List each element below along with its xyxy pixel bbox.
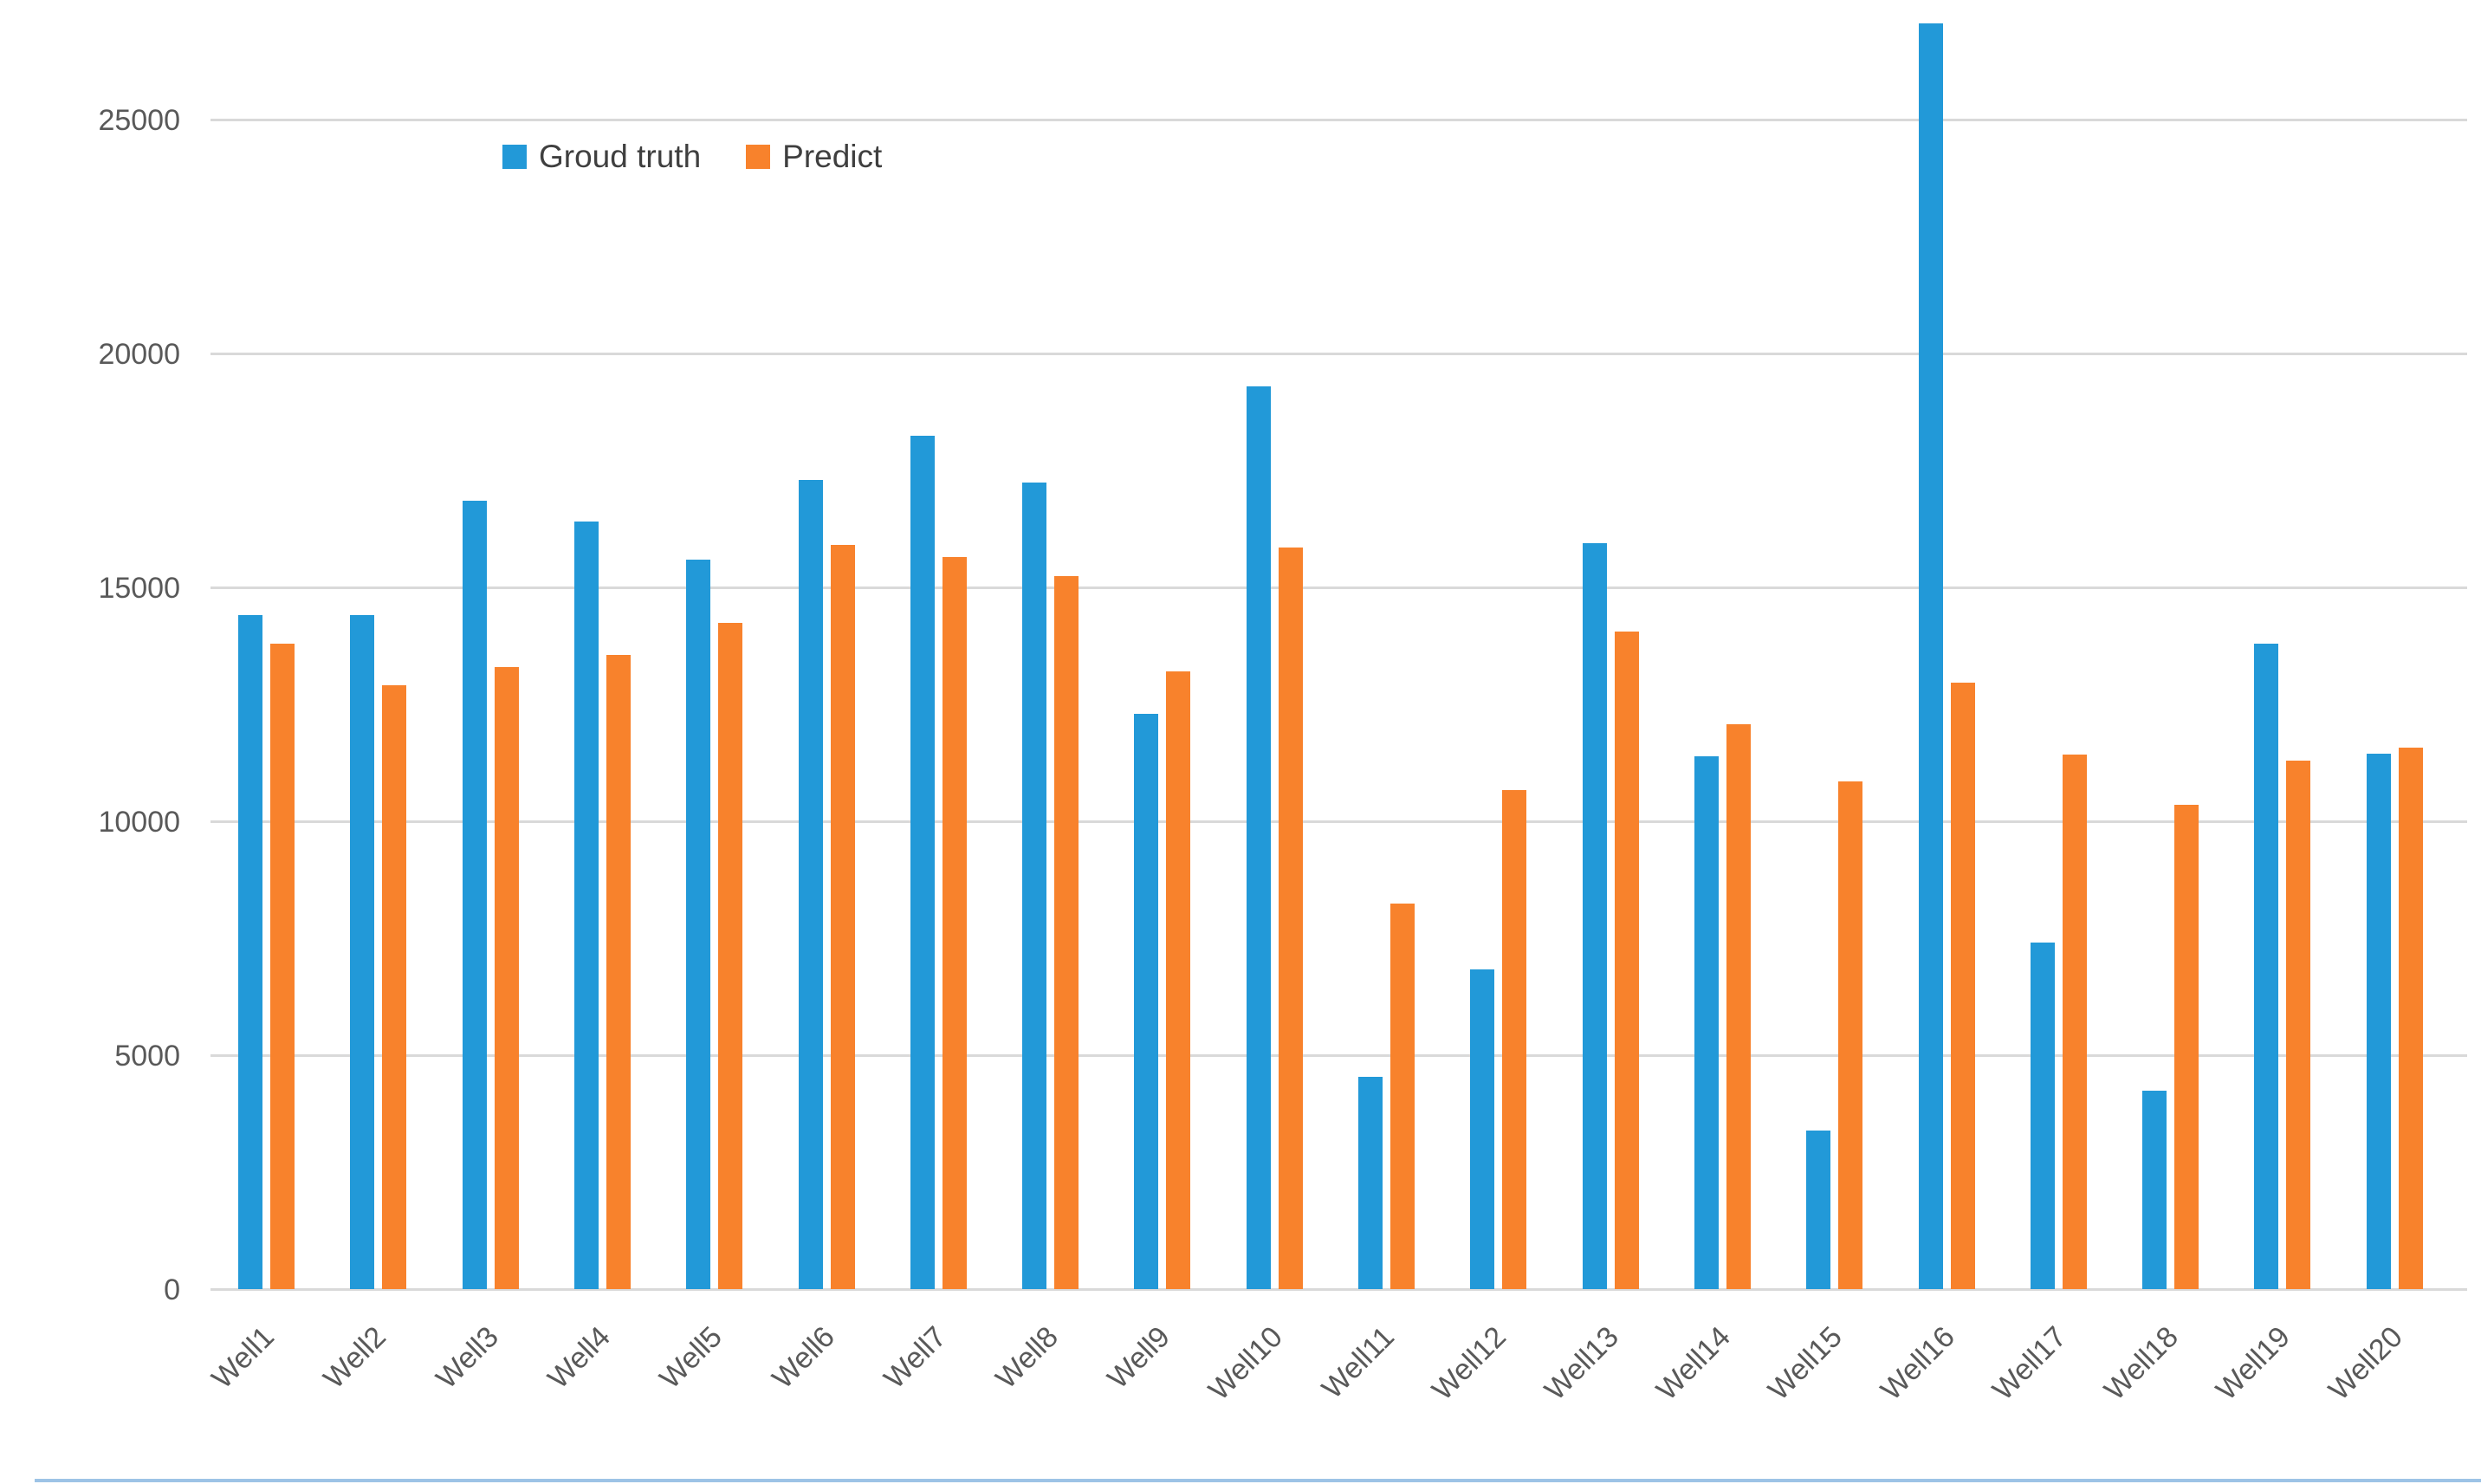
- bar-predict-well8[interactable]: [1054, 575, 1079, 1289]
- bar-ground-truth-well3[interactable]: [463, 501, 487, 1289]
- bar-ground-truth-well13[interactable]: [1583, 542, 1607, 1289]
- y-tick-label[interactable]: 25000: [98, 104, 180, 137]
- bar-ground-truth-well11[interactable]: [1358, 1077, 1383, 1289]
- predict-swatch-icon: [746, 145, 771, 169]
- y-tick-label[interactable]: 15000: [98, 572, 180, 605]
- bar-ground-truth-well5[interactable]: [686, 559, 710, 1289]
- y-tick-label[interactable]: 0: [164, 1273, 180, 1306]
- bar-ground-truth-well19[interactable]: [2254, 644, 2278, 1289]
- bar-ground-truth-well17[interactable]: [2031, 943, 2055, 1289]
- bar-ground-truth-well2[interactable]: [350, 615, 374, 1289]
- bar-ground-truth-well14[interactable]: [1694, 756, 1719, 1289]
- bar-ground-truth-well12[interactable]: [1470, 969, 1494, 1289]
- bar-ground-truth-well18[interactable]: [2142, 1091, 2167, 1289]
- legend-label-predict: Predict: [782, 139, 883, 174]
- bar-predict-well16[interactable]: [1951, 682, 1975, 1289]
- bar-predict-well14[interactable]: [1726, 723, 1751, 1289]
- bar-predict-well18[interactable]: [2174, 805, 2199, 1289]
- bar-ground-truth-well16[interactable]: [1919, 23, 1943, 1289]
- y-tick-label[interactable]: 20000: [98, 338, 180, 371]
- bar-ground-truth-well7[interactable]: [910, 435, 935, 1289]
- grid-line: [211, 586, 2467, 589]
- bar-predict-well10[interactable]: [1279, 548, 1303, 1289]
- bar-ground-truth-well8[interactable]: [1022, 482, 1046, 1289]
- bar-ground-truth-well1[interactable]: [238, 615, 262, 1289]
- y-tick-label[interactable]: 5000: [114, 1040, 180, 1072]
- bar-ground-truth-well10[interactable]: [1247, 386, 1271, 1289]
- bar-predict-well9[interactable]: [1166, 671, 1190, 1289]
- bar-predict-well1[interactable]: [270, 643, 295, 1289]
- grid-line: [211, 119, 2467, 121]
- bar-ground-truth-well15[interactable]: [1806, 1130, 1830, 1289]
- x-axis-line: [211, 1288, 2467, 1291]
- bar-predict-well3[interactable]: [495, 666, 519, 1289]
- bar-predict-well12[interactable]: [1502, 789, 1526, 1289]
- grid-line: [211, 1054, 2467, 1057]
- bar-predict-well17[interactable]: [2063, 754, 2087, 1289]
- bar-predict-well13[interactable]: [1615, 632, 1639, 1289]
- bar-predict-well5[interactable]: [718, 622, 742, 1289]
- ground-truth-swatch-icon: [502, 145, 527, 169]
- bar-predict-well20[interactable]: [2399, 748, 2423, 1289]
- grid-line: [211, 820, 2467, 823]
- legend-label-ground-truth: Groud truth: [539, 139, 702, 174]
- bottom-edge-line: [35, 1479, 2481, 1482]
- bar-ground-truth-well9[interactable]: [1134, 713, 1158, 1289]
- bar-predict-well6[interactable]: [831, 545, 855, 1289]
- bar-ground-truth-well20[interactable]: [2367, 754, 2391, 1289]
- bar-predict-well15[interactable]: [1838, 781, 1862, 1289]
- bar-ground-truth-well6[interactable]: [799, 479, 823, 1289]
- bar-ground-truth-well4[interactable]: [574, 522, 599, 1289]
- chart-legend[interactable]: Groud truth Predict: [502, 139, 882, 175]
- bar-predict-well11[interactable]: [1390, 904, 1415, 1289]
- bar-predict-well7[interactable]: [943, 556, 967, 1289]
- bar-predict-well2[interactable]: [382, 685, 406, 1289]
- bar-predict-well19[interactable]: [2286, 761, 2310, 1289]
- bar-predict-well4[interactable]: [606, 655, 631, 1289]
- legend-item-predict[interactable]: Predict: [746, 139, 882, 175]
- y-tick-label[interactable]: 10000: [98, 806, 180, 839]
- legend-item-ground-truth[interactable]: Groud truth: [502, 139, 701, 175]
- grid-line: [211, 353, 2467, 355]
